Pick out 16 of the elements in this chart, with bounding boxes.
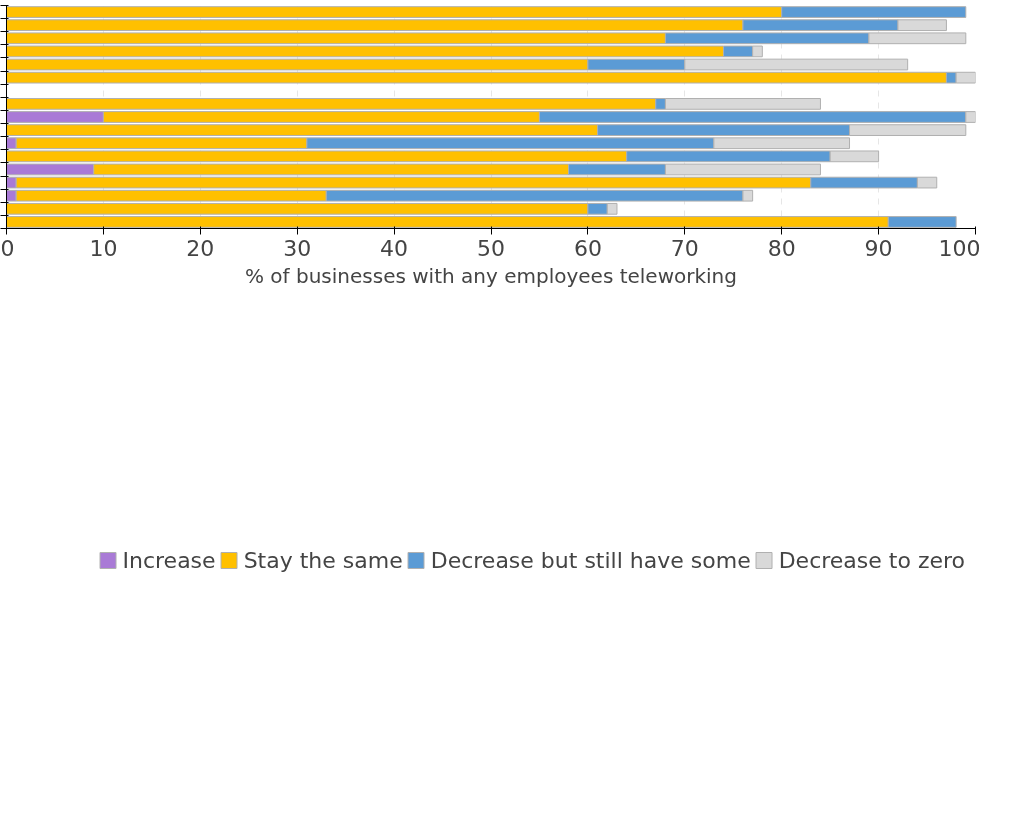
x-tick-label: 60 [573,235,602,261]
x-tick-label: 100 [938,235,981,261]
x-tick-label: 30 [283,235,312,261]
legend-label: Stay the same [243,547,403,573]
legend-label: Decrease but still have some [430,547,751,573]
x-axis-title: % of businesses with any employees teleworking [245,263,737,288]
x-tick-label: 50 [477,235,505,261]
x-tick-label: 20 [186,235,215,261]
x-tick-label: 0 [0,235,15,261]
x-tick-label: 90 [864,235,893,261]
x-tick-label: 40 [380,235,409,261]
x-tick-label: 70 [670,235,699,261]
legend-label: Decrease to zero [778,547,965,573]
x-tick-label: 80 [767,235,796,261]
x-tick-label: 10 [89,235,118,261]
legend-label: Increase [122,547,216,573]
